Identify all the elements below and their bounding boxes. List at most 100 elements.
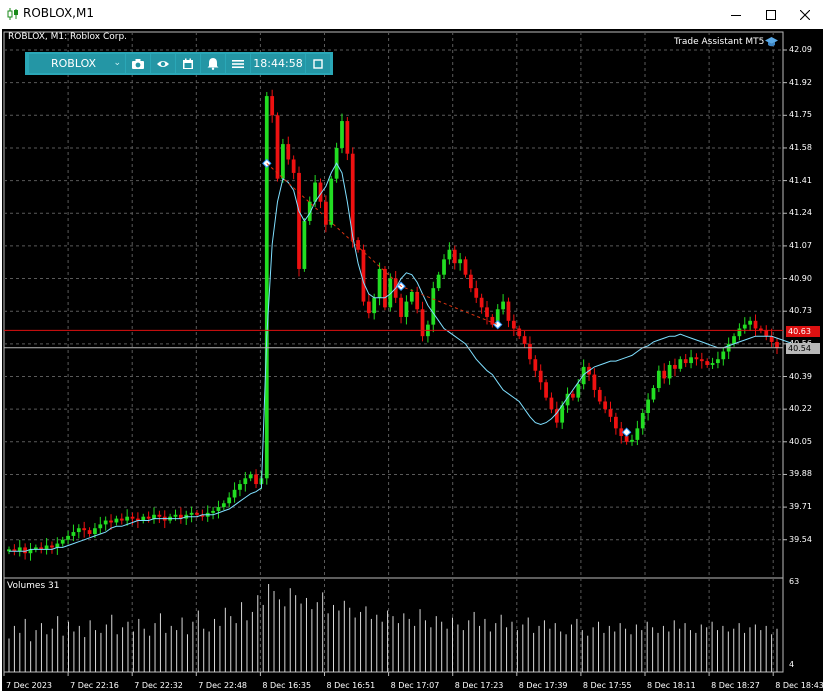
candle-body xyxy=(409,291,414,302)
candle-body xyxy=(442,259,446,275)
candle-body xyxy=(152,514,156,519)
candle-body xyxy=(635,428,640,440)
candle-body xyxy=(313,182,318,202)
candlestick-chart-icon xyxy=(7,8,18,20)
candle-body xyxy=(119,518,124,521)
candle-body xyxy=(93,528,97,534)
candle-body xyxy=(136,518,140,521)
candle-body xyxy=(82,528,87,531)
candle-body xyxy=(227,497,232,504)
close-button[interactable] xyxy=(785,0,823,29)
candle-body xyxy=(211,510,215,513)
candle-body xyxy=(603,401,608,410)
chart-area[interactable]: ROBLOX, M1: Roblox Corp. Trade Assistant… xyxy=(2,29,823,691)
menu-button[interactable] xyxy=(226,54,250,73)
calendar-button[interactable] xyxy=(176,54,200,73)
candle-body xyxy=(98,524,103,529)
candle-body xyxy=(33,547,38,550)
candle-body xyxy=(388,278,393,308)
x-tick-label: 7 Dec 22:16 xyxy=(70,681,119,690)
candle-body xyxy=(243,478,248,485)
candle-body xyxy=(399,297,403,317)
candle-body xyxy=(297,172,301,269)
screenshot-button[interactable] xyxy=(126,54,150,73)
y-tick-label: 41.07 xyxy=(789,240,812,250)
candle-body xyxy=(329,178,334,225)
trade-assistant-label[interactable]: Trade Assistant MT5 xyxy=(674,37,765,47)
candle-body xyxy=(264,96,269,479)
alerts-button[interactable] xyxy=(201,54,225,73)
y-tick-label: 40.22 xyxy=(789,404,812,414)
x-tick-label: 8 Dec 18:43 xyxy=(775,681,823,690)
candle-body xyxy=(538,370,543,383)
candle-body xyxy=(619,428,624,437)
candle-body xyxy=(742,324,747,329)
candle-body xyxy=(361,249,366,302)
y-tick-label: 39.88 xyxy=(789,469,812,479)
candle-body xyxy=(87,530,92,534)
candle-body xyxy=(630,439,634,442)
eye-icon xyxy=(157,60,169,67)
candle-body xyxy=(689,357,693,364)
restore-button[interactable] xyxy=(306,54,330,73)
candle-body xyxy=(130,516,135,519)
candle-body xyxy=(254,474,258,485)
bell-icon xyxy=(207,58,219,70)
candle-body xyxy=(759,328,763,331)
candle-body xyxy=(683,359,688,364)
minimize-icon xyxy=(731,14,741,16)
menu-icon xyxy=(232,59,244,68)
candle-body xyxy=(146,516,151,519)
candle-body xyxy=(114,518,119,523)
candle-body xyxy=(544,382,548,398)
candle-body xyxy=(7,549,11,552)
candle-body xyxy=(608,409,613,417)
candle-body xyxy=(522,336,527,344)
candle-body xyxy=(517,328,522,337)
candle-body xyxy=(673,364,677,369)
trade-marker xyxy=(621,427,632,437)
candle-body xyxy=(511,320,516,329)
candle-body xyxy=(350,153,355,241)
candle-body xyxy=(275,115,280,179)
candle-body xyxy=(103,520,108,525)
candle-body xyxy=(624,436,629,442)
candle-body xyxy=(356,240,360,250)
visibility-button[interactable] xyxy=(151,54,175,73)
candle-body xyxy=(549,397,554,410)
candle-body xyxy=(178,514,183,519)
candle-body xyxy=(50,545,54,548)
maximize-icon xyxy=(766,9,776,20)
price-chart[interactable] xyxy=(2,29,823,691)
bid-price-tag: 40.54 xyxy=(786,343,820,354)
candle-body xyxy=(614,416,618,429)
candle-body xyxy=(699,359,704,362)
candle-body xyxy=(554,409,559,423)
candle-body xyxy=(651,388,656,400)
candle-body xyxy=(490,316,495,325)
candle-body xyxy=(640,412,645,429)
graduation-cap-icon[interactable] xyxy=(765,36,778,48)
candle-body xyxy=(60,539,65,544)
chart-frame xyxy=(3,31,784,673)
candle-body xyxy=(705,361,710,365)
x-tick-label: 7 Dec 22:48 xyxy=(198,681,248,690)
maximize-button[interactable] xyxy=(751,0,791,29)
symbol-selector[interactable]: ROBLOX ⌄ xyxy=(29,54,125,73)
candle-body xyxy=(76,528,81,533)
candle-body xyxy=(173,514,178,517)
x-tick-label: 8 Dec 17:39 xyxy=(518,681,568,690)
x-tick-label: 8 Dec 18:11 xyxy=(647,681,696,690)
close-icon xyxy=(800,9,810,20)
candle-body xyxy=(732,336,736,344)
trade-toolbar: ROBLOX ⌄ 18:44:58 xyxy=(25,52,333,75)
candle-body xyxy=(597,389,602,402)
candle-body xyxy=(270,96,275,116)
candle-body xyxy=(340,121,344,148)
minimize-button[interactable] xyxy=(716,0,756,29)
y-tick-label: 40.73 xyxy=(789,306,812,316)
server-time: 18:44:58 xyxy=(251,54,305,73)
y-tick-label: 40.90 xyxy=(789,273,812,283)
y-tick-label: 41.41 xyxy=(789,175,812,185)
y-tick-label: 41.24 xyxy=(789,208,812,218)
